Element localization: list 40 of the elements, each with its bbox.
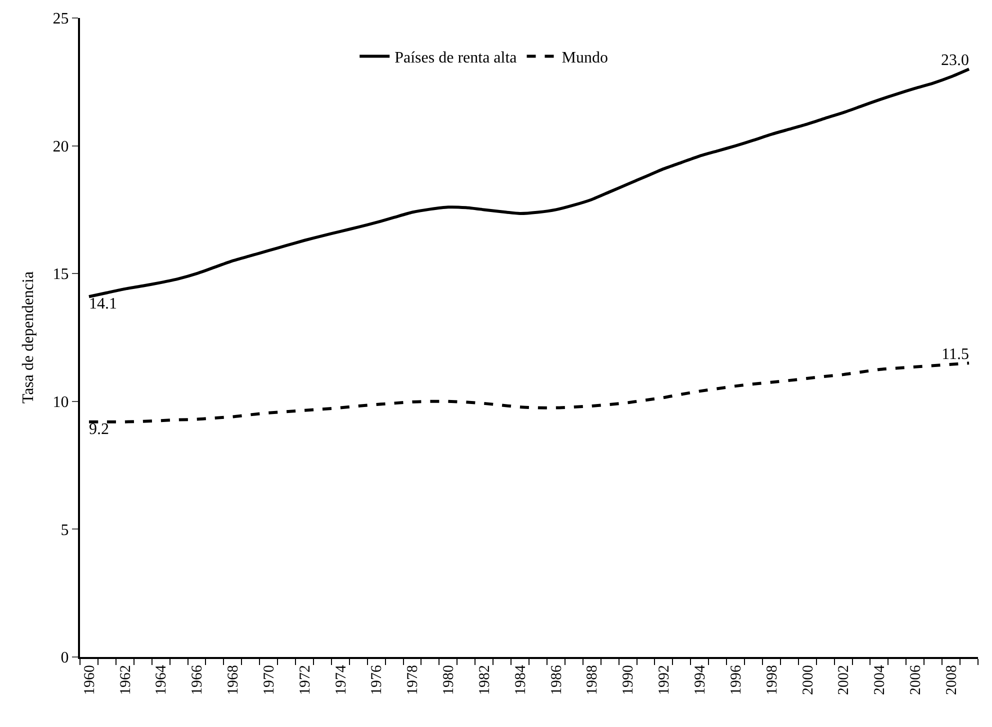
x-tick-label: 1972: [297, 665, 314, 695]
x-tick-label: 2002: [836, 665, 852, 695]
x-tick-label: 1980: [441, 665, 458, 695]
y-tick-label: 15: [52, 266, 69, 284]
x-tick-label: 1978: [405, 665, 422, 695]
x-tick-label: 2008: [944, 665, 960, 695]
legend-label: Mundo: [562, 49, 608, 66]
x-tick-label: 1964: [154, 664, 170, 695]
x-tick-label: 1962: [118, 665, 134, 695]
x-tick-label: 1984: [512, 664, 529, 695]
y-tick-label: 25: [52, 10, 69, 28]
data-label: 23.0: [941, 52, 970, 70]
y-tick-label: 20: [52, 138, 69, 156]
x-tick-label: 1988: [584, 665, 601, 695]
x-tick-label: 1992: [656, 665, 673, 695]
x-tick-label: 2004: [872, 664, 888, 695]
y-tick-label: 10: [52, 394, 69, 411]
x-tick-label: 1996: [728, 664, 744, 695]
x-tick-label: 2000: [800, 665, 816, 695]
data-label: 11.5: [942, 346, 970, 364]
data-label: 9.2: [88, 420, 109, 438]
y-axis-title: Tasa de dependencia: [20, 271, 38, 404]
x-tick-label: 1974: [333, 664, 350, 695]
x-tick-label: 1982: [476, 665, 493, 695]
y-tick-label: 0: [60, 650, 69, 667]
x-tick-label: 1960: [82, 665, 98, 695]
x-tick-label: 1994: [692, 664, 708, 695]
x-tick-label: 1970: [261, 665, 278, 695]
x-tick-label: 1976: [369, 664, 386, 695]
x-tick-label: 2006: [908, 664, 924, 695]
x-tick-label: 1966: [190, 664, 206, 695]
x-tick-label: 1998: [764, 665, 780, 695]
x-tick-label: 1968: [226, 665, 242, 695]
line-series: [87, 68, 971, 298]
line-series: [87, 362, 971, 424]
y-tick-label: 5: [60, 522, 69, 539]
data-label: 14.1: [88, 296, 117, 313]
x-tick-label: 1986: [548, 664, 565, 695]
legend-label: Países de renta alta: [394, 49, 517, 66]
x-tick-label: 1990: [620, 665, 637, 695]
